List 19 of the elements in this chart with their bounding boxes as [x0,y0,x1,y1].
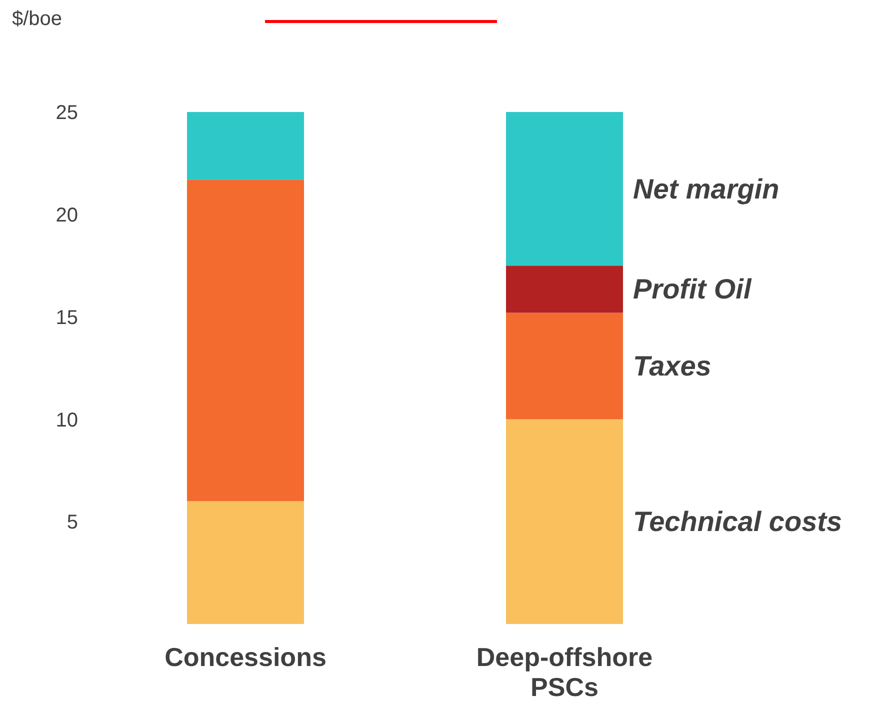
y-tick-label: 10 [56,409,78,432]
bar [506,266,623,313]
x-tick-label: Deep-offshore PSCs [476,642,653,702]
y-tick-label: 20 [56,204,78,226]
bar [187,180,304,502]
y-axis-title: $/boe [12,8,62,31]
bar [506,312,623,420]
series-label: Profit Oil [633,274,752,305]
series-label: Net margin [633,173,780,204]
bar [187,112,304,180]
bar [187,501,304,624]
bar [506,419,623,624]
y-tick-label: 15 [56,306,78,329]
series-label: Technical costs [633,506,842,538]
series-label: Taxes [633,350,712,382]
y-tick-label: 25 [56,102,78,124]
x-tick-label: Concessions [164,642,326,672]
y-tick-label: 5 [66,512,78,534]
bar [506,112,623,266]
